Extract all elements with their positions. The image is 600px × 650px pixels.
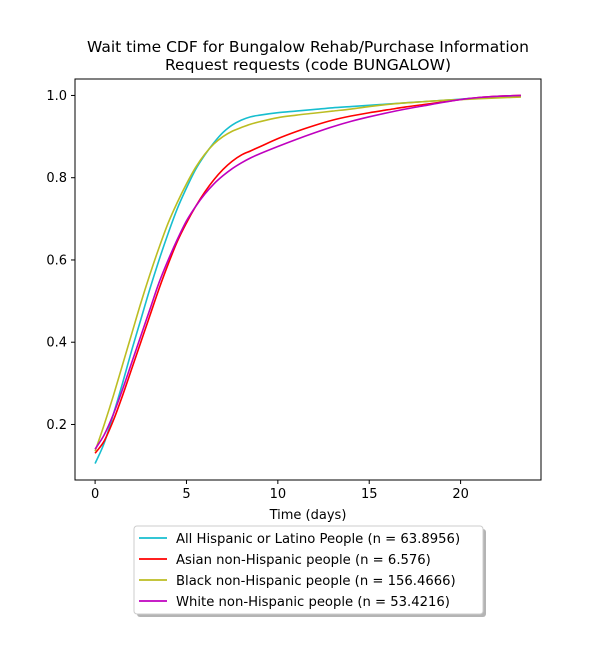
y-tick-label: 0.8	[46, 171, 67, 186]
legend-entry-label: Black non-Hispanic people (n = 156.4666)	[176, 574, 456, 589]
chart-title-line-2: Request requests (code BUNGALOW)	[165, 56, 451, 74]
x-tick-label: 10	[270, 487, 287, 502]
series-line-2	[94, 94, 521, 454]
x-axis-label: Time (days)	[269, 508, 347, 523]
legend-entry-label: All Hispanic or Latino People (n = 63.89…	[176, 532, 460, 547]
x-tick-label: 5	[182, 487, 190, 502]
x-tick-label: 0	[91, 487, 99, 502]
chart-title-line-1: Wait time CDF for Bungalow Rehab/Purchas…	[87, 38, 529, 56]
legend-entry-label: Asian non-Hispanic people (n = 6.576)	[176, 553, 431, 568]
x-tick-label: 15	[361, 487, 378, 502]
y-tick-label: 0.2	[46, 418, 67, 433]
legend-entry-label: White non-Hispanic people (n = 53.4216)	[176, 595, 450, 610]
series-line-1	[94, 95, 521, 464]
chart-title: Wait time CDF for Bungalow Rehab/Purchas…	[87, 38, 529, 74]
x-axis-ticks: 0 5 10 15 20	[91, 480, 469, 502]
legend-box	[133, 525, 484, 615]
x-tick-label: 20	[452, 487, 469, 502]
series-lines	[94, 94, 521, 464]
series-line-3	[94, 96, 521, 452]
y-axis-ticks: 0.2 0.4 0.6 0.8 1.0	[46, 89, 75, 433]
series-line-4	[94, 94, 521, 450]
y-tick-label: 0.6	[46, 253, 67, 268]
y-tick-label: 0.4	[46, 336, 67, 351]
y-tick-label: 1.0	[46, 89, 67, 104]
plot-area-frame	[74, 78, 542, 481]
legend: All Hispanic or Latino People (n = 63.89…	[133, 525, 486, 617]
